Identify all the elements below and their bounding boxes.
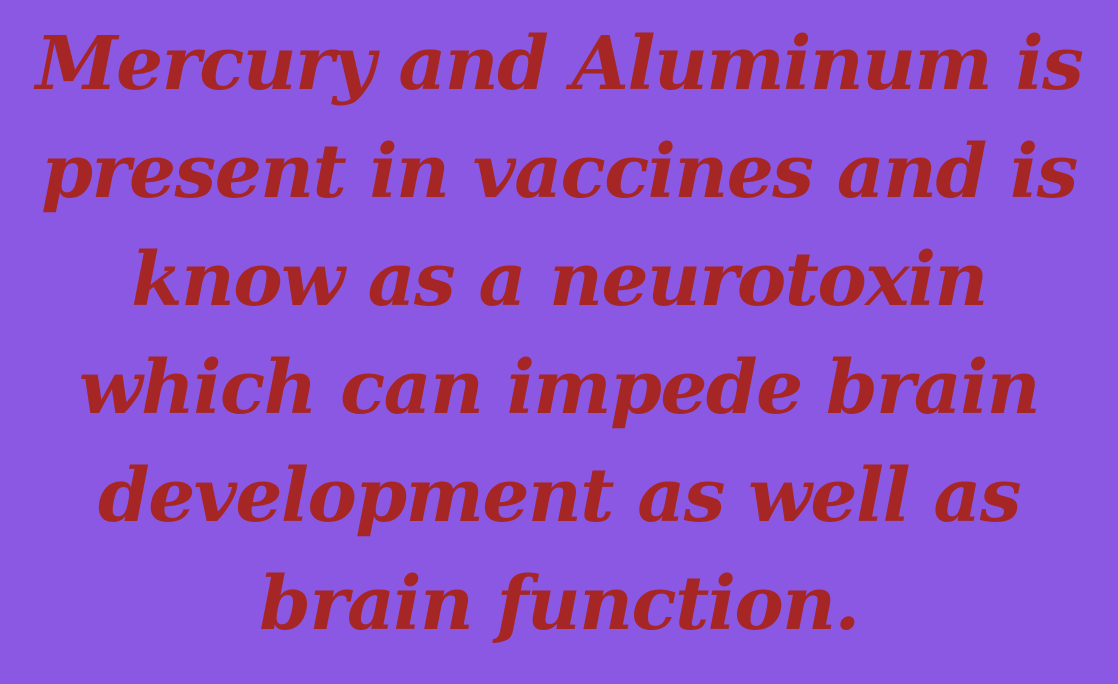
message-line-3: know as a neurotoxin (131, 237, 988, 323)
message-line-5: development as well as (98, 453, 1022, 539)
message-line-1: Mercury and Aluminum is (35, 21, 1084, 107)
message-line-4: which can impede brain (78, 345, 1041, 431)
message-line-6: brain function. (259, 561, 860, 647)
message-line-2: present in vaccines and is (41, 129, 1078, 215)
message-text: Mercury and Aluminum is present in vacci… (35, 10, 1084, 658)
